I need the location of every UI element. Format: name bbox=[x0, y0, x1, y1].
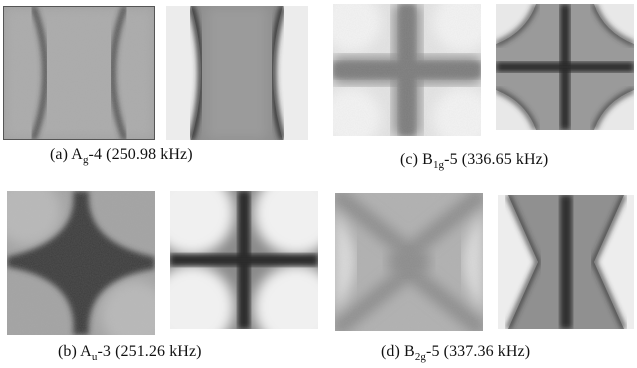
caption-d: (d) B2g-5 (337.36 kHz) bbox=[381, 343, 531, 363]
panel-c-experimental bbox=[333, 4, 481, 136]
panel-c-simulated bbox=[496, 4, 634, 130]
caption-a: (a) Ag-4 (250.98 kHz) bbox=[50, 146, 193, 166]
panel-d-simulated bbox=[498, 195, 634, 329]
panel-b-experimental bbox=[7, 191, 155, 335]
panel-a-experimental bbox=[3, 6, 155, 140]
panel-b-simulated bbox=[170, 191, 318, 329]
panel-d-experimental bbox=[335, 193, 483, 331]
caption-c: (c) B1g-5 (336.65 kHz) bbox=[400, 151, 549, 171]
panel-a-simulated bbox=[166, 6, 308, 140]
caption-b: (b) Au-3 (251.26 kHz) bbox=[58, 343, 202, 363]
